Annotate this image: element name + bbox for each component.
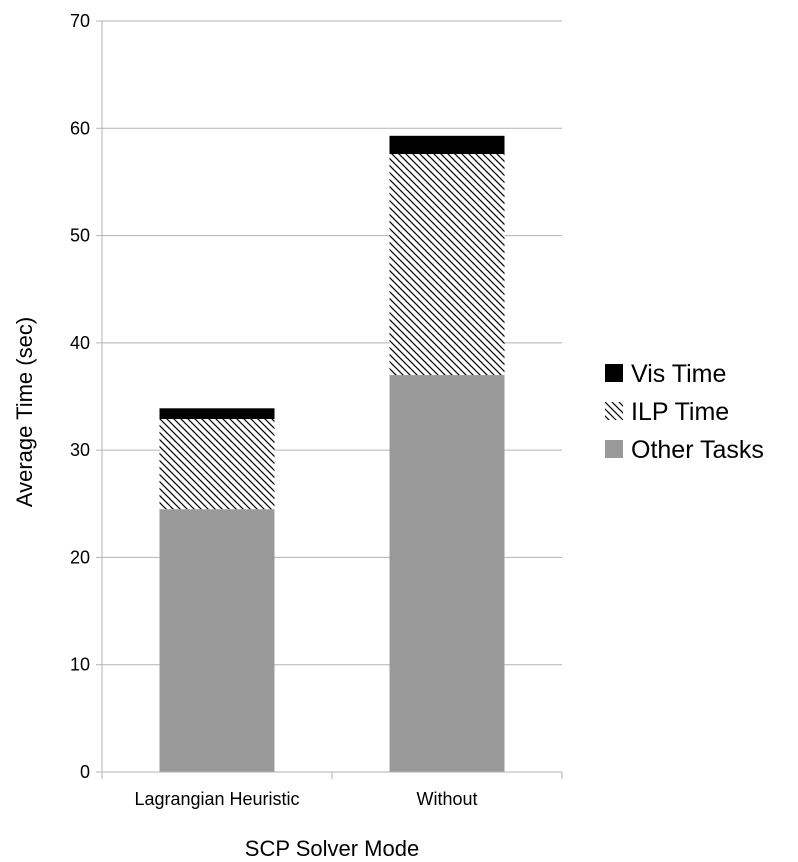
bar-vis-time <box>389 135 505 155</box>
x-tick-label: Lagrangian Heuristic <box>134 789 299 809</box>
bars <box>159 135 505 772</box>
x-tick-label: Without <box>416 789 477 809</box>
y-tick-label: 10 <box>70 655 90 675</box>
y-tick-label: 60 <box>70 118 90 138</box>
legend-swatch <box>605 402 623 420</box>
axes <box>101 21 563 779</box>
y-tick-label: 30 <box>70 440 90 460</box>
y-tick-label: 70 <box>70 11 90 31</box>
legend-swatch <box>605 364 623 382</box>
bar-ilp-time <box>389 154 505 376</box>
bar-ilp-time <box>159 419 275 510</box>
y-axis-title: Average Time (sec) <box>12 317 37 507</box>
tick-labels: 0 10 20 30 40 50 60 70 Lagrangian Heuristic Witho… <box>70 11 478 809</box>
bar-other-tasks <box>159 509 275 772</box>
x-axis-title: SCP Solver Mode <box>245 836 419 861</box>
legend: Vis Time ILP Time Other Tasks <box>605 360 764 464</box>
y-tick-label: 0 <box>80 762 90 782</box>
y-tick-label: 50 <box>70 226 90 246</box>
bar-other-tasks <box>389 375 505 772</box>
bar-vis-time <box>159 408 275 420</box>
legend-swatch <box>605 440 623 458</box>
y-tick-label: 20 <box>70 547 90 567</box>
y-tick-label: 40 <box>70 333 90 353</box>
legend-label: Vis Time <box>631 360 726 388</box>
legend-label: Other Tasks <box>631 436 764 464</box>
legend-label: ILP Time <box>631 398 729 426</box>
